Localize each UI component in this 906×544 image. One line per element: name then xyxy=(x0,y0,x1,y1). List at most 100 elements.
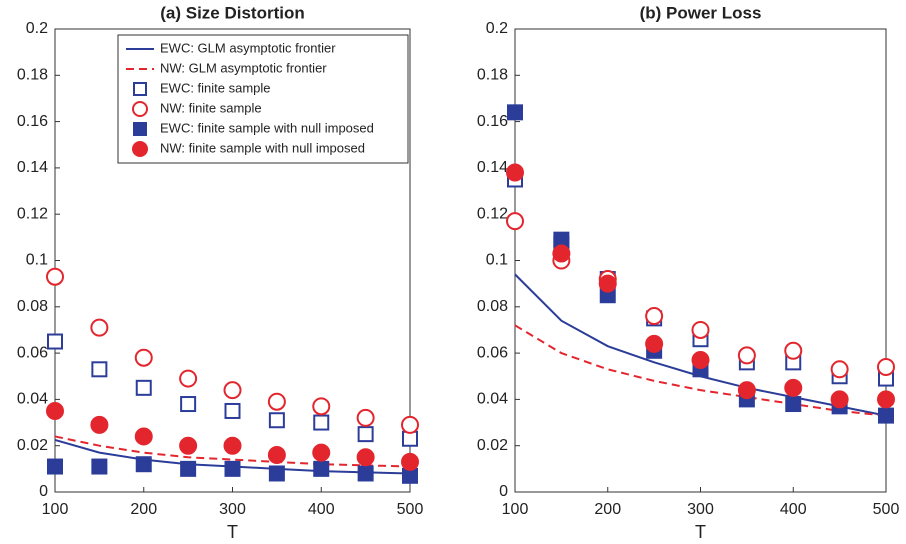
marker xyxy=(135,456,152,473)
y-tick-label: 0.2 xyxy=(486,20,508,37)
marker xyxy=(830,360,849,379)
x-tick-label: 300 xyxy=(219,501,246,518)
y-tick-label: 0.14 xyxy=(17,159,48,176)
x-tick-label: 500 xyxy=(873,501,900,518)
plot-frame xyxy=(514,28,887,493)
legend-label: EWC: GLM asymptotic frontier xyxy=(160,40,336,55)
marker xyxy=(784,378,803,397)
y-tick-label: 0.04 xyxy=(17,391,48,408)
marker xyxy=(46,401,64,420)
marker xyxy=(224,402,241,419)
marker xyxy=(133,82,147,96)
y-tick-label: 0.02 xyxy=(477,437,508,454)
chart-title: (a) Size Distortion xyxy=(160,3,305,22)
legend-box xyxy=(117,34,409,164)
x-axis-label: T xyxy=(227,522,238,542)
y-tick-label: 0.04 xyxy=(477,391,508,408)
y-tick-label: 0.06 xyxy=(17,344,48,361)
y-tick-label: 0.18 xyxy=(17,67,48,84)
y-tick-label: 0.1 xyxy=(26,252,48,269)
legend: EWC: GLM asymptotic frontier NW: GLM asym… xyxy=(117,34,409,164)
y-tick-label: 0.16 xyxy=(17,113,48,130)
line xyxy=(514,324,887,417)
x-tick-label: 500 xyxy=(397,501,424,518)
x-tick-label: 400 xyxy=(780,501,807,518)
x-tick-label: 400 xyxy=(308,501,335,518)
marker xyxy=(506,163,524,182)
marker xyxy=(267,445,286,464)
marker xyxy=(356,448,375,467)
x-tick-label: 300 xyxy=(687,501,714,518)
marker xyxy=(645,307,664,326)
marker xyxy=(134,348,153,367)
marker xyxy=(645,334,664,353)
marker xyxy=(506,212,524,231)
y-tick-label: 0.2 xyxy=(26,20,48,37)
marker xyxy=(312,443,331,462)
marker xyxy=(268,465,285,482)
marker xyxy=(180,460,197,477)
x-tick-label: 100 xyxy=(42,501,69,518)
y-tick-label: 0.12 xyxy=(17,205,48,222)
marker xyxy=(223,381,242,400)
marker xyxy=(830,390,849,409)
chart-title: (b) Power Loss xyxy=(640,3,762,22)
legend-label: EWC: finite sample with null imposed xyxy=(160,120,374,135)
marker xyxy=(179,436,198,455)
marker xyxy=(313,414,330,431)
y-tick-label: 0.18 xyxy=(477,67,508,84)
marker xyxy=(552,244,571,263)
y-tick-label: 0.06 xyxy=(477,344,508,361)
x-tick-label: 100 xyxy=(502,501,529,518)
y-tick-label: 0.02 xyxy=(17,437,48,454)
marker xyxy=(91,361,108,378)
legend-label: NW: GLM asymptotic frontier xyxy=(160,60,327,75)
panel: (a) Size Distortion T 0 0.02 0.04 0.06 0.08 0.1… xyxy=(17,3,424,541)
marker xyxy=(132,141,148,157)
marker xyxy=(785,396,802,413)
marker xyxy=(737,346,756,365)
marker xyxy=(312,397,331,416)
marker xyxy=(313,460,330,477)
marker xyxy=(90,415,109,434)
marker xyxy=(401,452,419,471)
marker xyxy=(91,458,108,475)
marker xyxy=(357,465,374,482)
marker xyxy=(47,333,63,350)
y-tick-label: 0.12 xyxy=(477,205,508,222)
marker xyxy=(47,458,63,475)
marker xyxy=(737,381,756,400)
marker xyxy=(134,427,153,446)
legend-label: NW: finite sample xyxy=(160,100,262,115)
marker xyxy=(357,426,374,443)
y-tick-label: 0.16 xyxy=(477,113,508,130)
marker xyxy=(598,274,617,293)
marker xyxy=(691,351,710,370)
y-tick-label: 0.08 xyxy=(477,298,508,315)
marker xyxy=(135,379,152,396)
marker xyxy=(356,408,375,427)
y-tick-label: 0 xyxy=(39,483,48,500)
marker xyxy=(878,407,894,424)
marker xyxy=(180,396,197,413)
legend-label: NW: finite sample with null imposed xyxy=(160,140,365,155)
marker xyxy=(133,122,147,136)
panel: (b) Power Loss T 0 0.02 0.04 0.06 0.08 0.1 0.12 0… xyxy=(477,3,900,541)
y-tick-label: 0 xyxy=(499,483,508,500)
x-tick-label: 200 xyxy=(594,501,621,518)
legend-label: EWC: finite sample xyxy=(160,80,271,95)
marker xyxy=(877,390,895,409)
marker xyxy=(691,320,710,339)
x-axis-label: T xyxy=(695,522,706,542)
marker xyxy=(267,392,286,411)
marker xyxy=(132,101,148,117)
marker xyxy=(223,436,242,455)
marker xyxy=(224,460,241,477)
marker xyxy=(784,341,803,360)
marker xyxy=(401,415,419,434)
y-tick-label: 0.08 xyxy=(17,298,48,315)
y-tick-label: 0.14 xyxy=(477,159,508,176)
marker xyxy=(877,357,895,376)
y-tick-label: 0.1 xyxy=(486,252,508,269)
